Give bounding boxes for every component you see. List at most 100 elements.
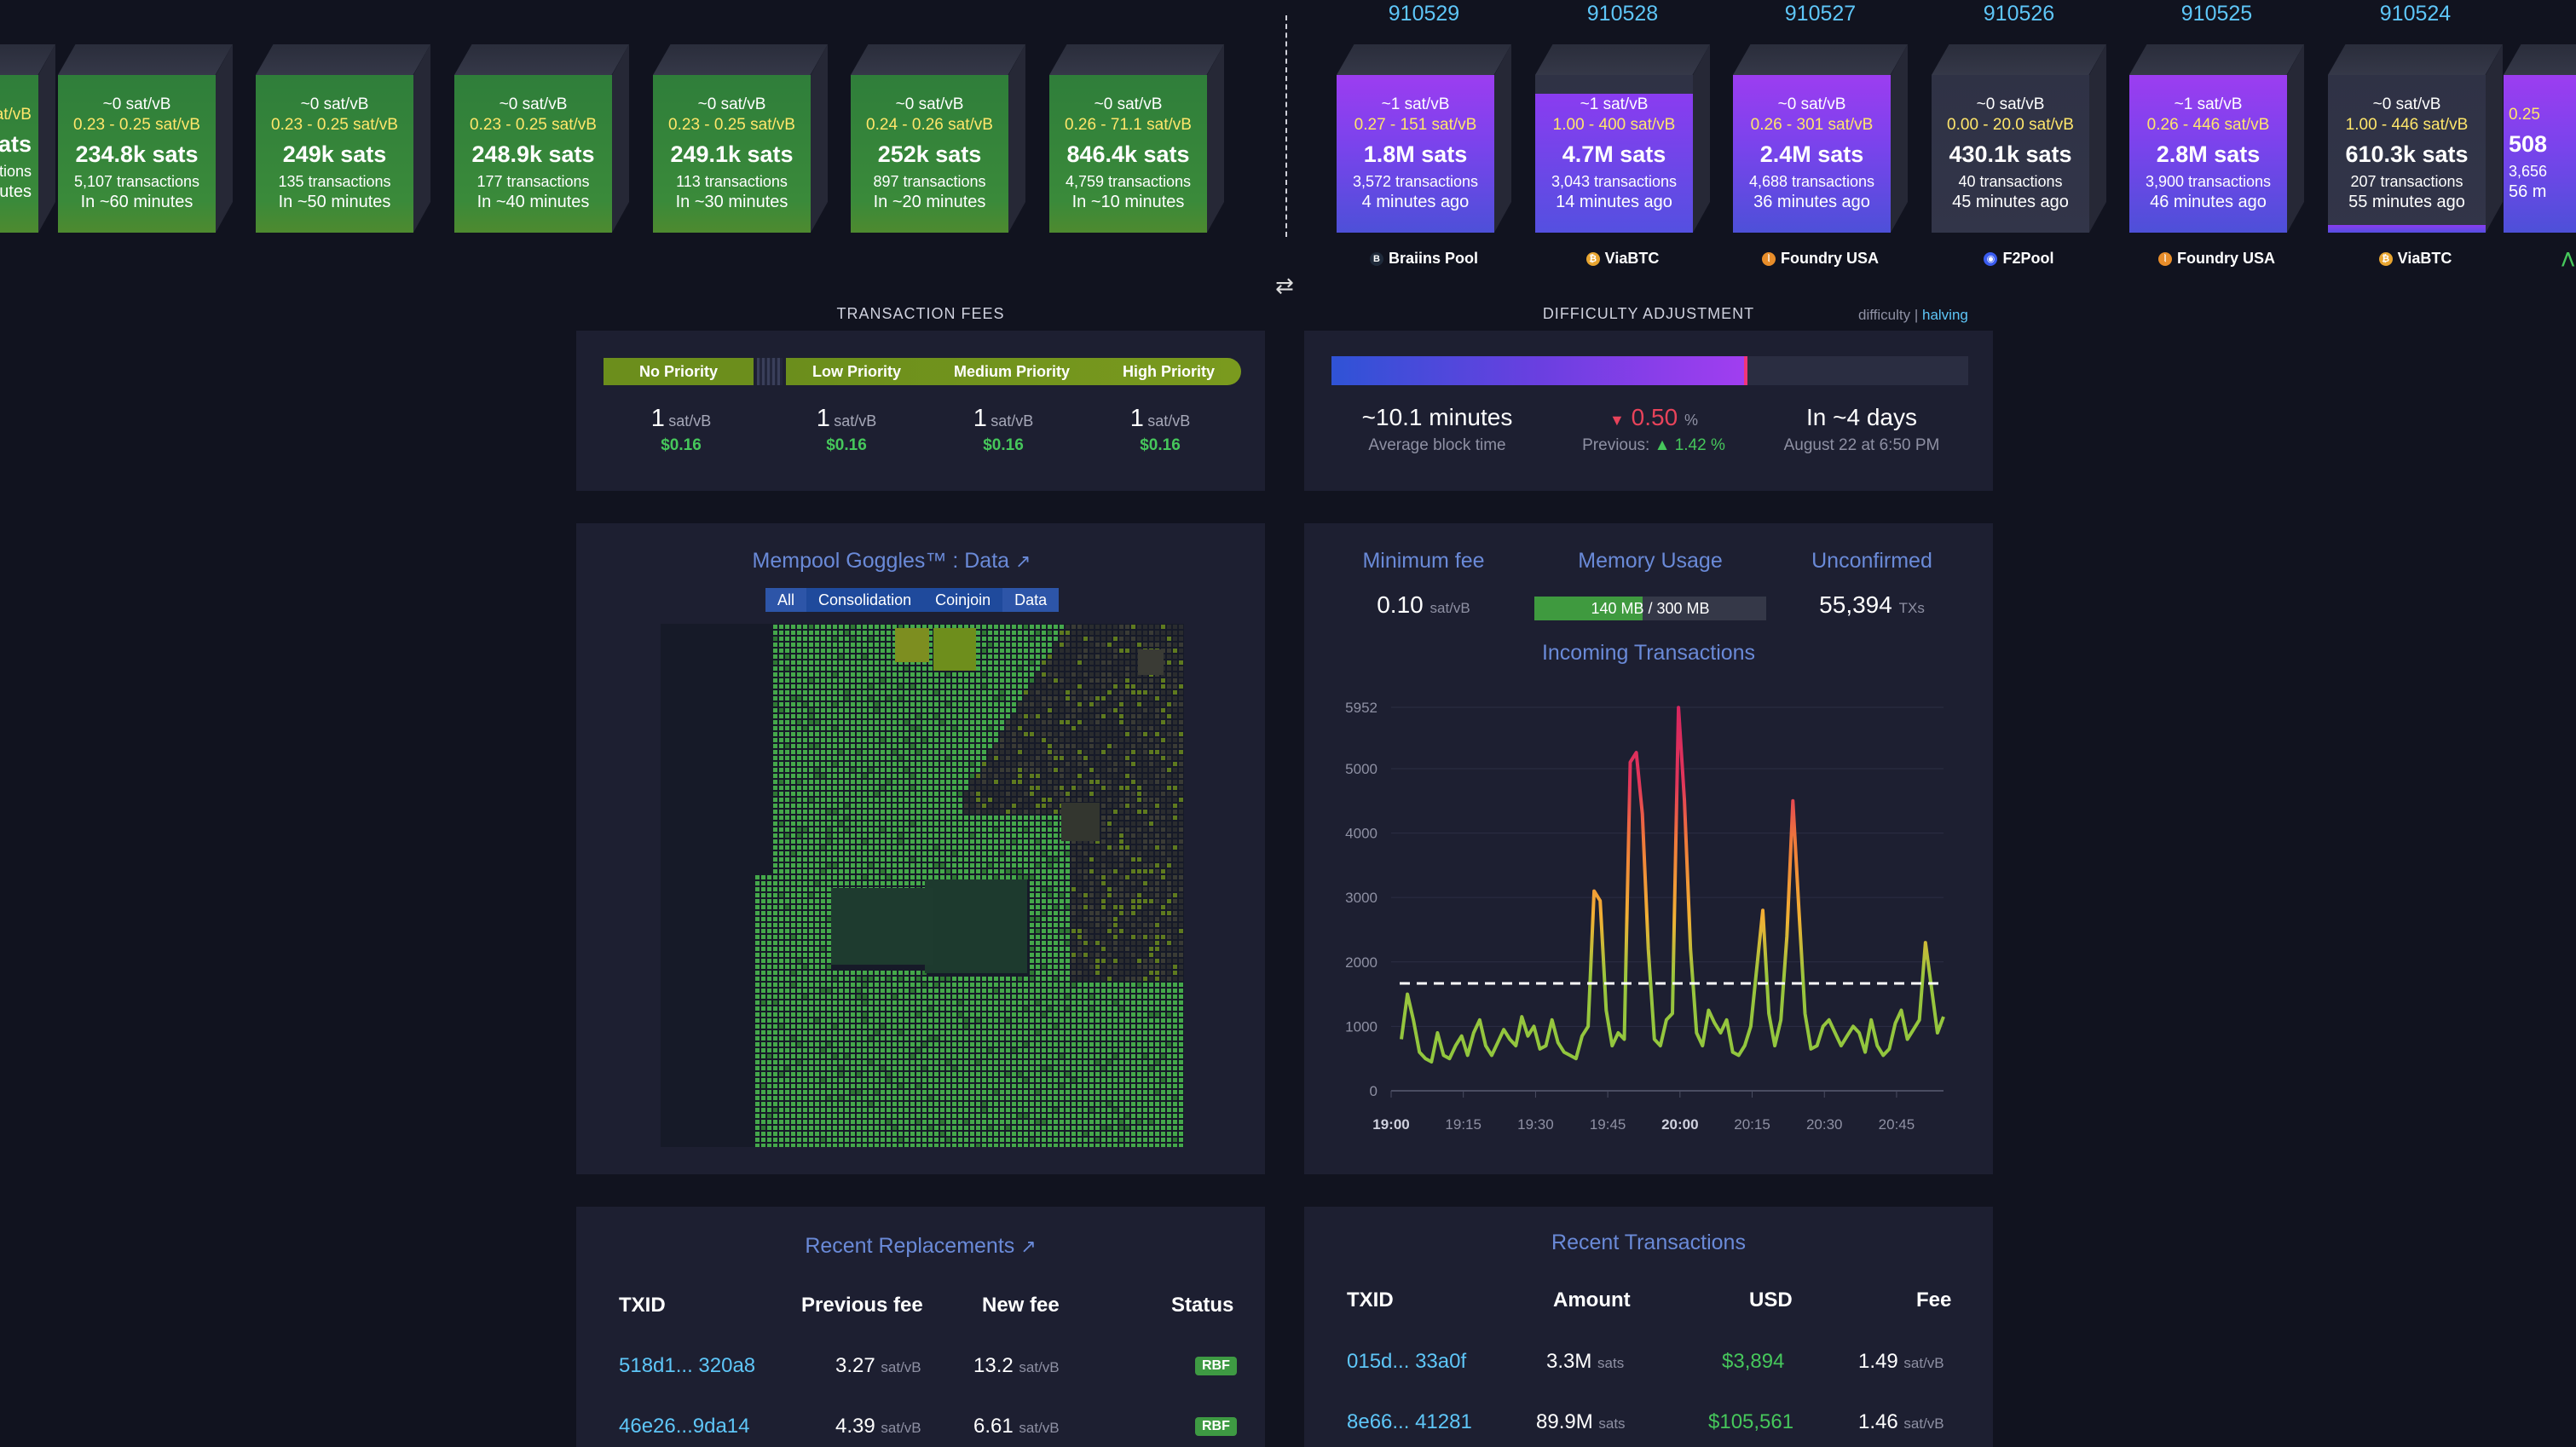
treemap-cell[interactable] (934, 738, 939, 742)
treemap-cell[interactable] (821, 983, 825, 987)
treemap-cell[interactable] (1036, 1048, 1040, 1052)
treemap-cell[interactable] (875, 690, 879, 695)
treemap-cell[interactable] (1113, 971, 1118, 975)
treemap-cell[interactable] (1089, 1000, 1094, 1005)
treemap-cell[interactable] (1095, 798, 1100, 802)
treemap-cell[interactable] (767, 953, 771, 957)
treemap-cell[interactable] (1167, 714, 1171, 718)
treemap-cell[interactable] (1125, 792, 1129, 796)
treemap-cell[interactable] (910, 983, 915, 987)
treemap-cell[interactable] (1083, 947, 1088, 951)
treemap-cell[interactable] (839, 1030, 843, 1035)
treemap-cell[interactable] (803, 625, 807, 629)
treemap-cell[interactable] (892, 756, 897, 760)
treemap-cell[interactable] (988, 1024, 992, 1029)
treemap-cell[interactable] (1149, 1048, 1153, 1052)
treemap-cell[interactable] (904, 1060, 909, 1064)
treemap-cell[interactable] (1143, 774, 1147, 778)
treemap-cell[interactable] (1173, 637, 1177, 641)
treemap-cell[interactable] (1149, 738, 1153, 742)
treemap-cell[interactable] (1060, 1024, 1064, 1029)
treemap-cell[interactable] (821, 660, 825, 665)
treemap-cell[interactable] (1000, 756, 1004, 760)
treemap-cell[interactable] (958, 810, 962, 814)
treemap-cell[interactable] (1155, 684, 1159, 689)
treemap-cell[interactable] (779, 869, 783, 873)
treemap-cell[interactable] (928, 702, 933, 706)
treemap-cell[interactable] (1125, 672, 1129, 677)
treemap-cell[interactable] (815, 744, 819, 748)
treemap-cell[interactable] (779, 1066, 783, 1070)
treemap-cell[interactable] (1077, 983, 1082, 987)
treemap-cell[interactable] (833, 1012, 837, 1017)
treemap-cell[interactable] (910, 786, 915, 790)
treemap-cell[interactable] (869, 845, 873, 850)
treemap-cell[interactable] (863, 654, 867, 659)
treemap-cell[interactable] (976, 625, 980, 629)
treemap-cell[interactable] (1000, 625, 1004, 629)
treemap-cell[interactable] (1071, 1024, 1076, 1029)
treemap-cell[interactable] (952, 774, 956, 778)
treemap-cell[interactable] (1095, 637, 1100, 641)
treemap-cell[interactable] (1066, 875, 1070, 879)
treemap-cell[interactable] (994, 1024, 998, 1029)
treemap-cell[interactable] (970, 708, 974, 712)
treemap-cell[interactable] (1066, 726, 1070, 730)
treemap-cell[interactable] (851, 816, 855, 820)
treemap-cell[interactable] (1054, 750, 1058, 754)
treemap-cell[interactable] (898, 989, 903, 993)
treemap-cell[interactable] (881, 643, 885, 647)
treemap-cell[interactable] (940, 857, 944, 862)
treemap-cell[interactable] (976, 637, 980, 641)
treemap-cell[interactable] (892, 654, 897, 659)
treemap-cell[interactable] (869, 654, 873, 659)
treemap-cell[interactable] (946, 672, 950, 677)
treemap-cell[interactable] (1149, 696, 1153, 700)
treemap-cell[interactable] (809, 1030, 813, 1035)
treemap-cell[interactable] (982, 672, 986, 677)
treemap-cell[interactable] (1083, 851, 1088, 856)
treemap-cell[interactable] (1077, 1018, 1082, 1023)
treemap-cell[interactable] (1024, 637, 1028, 641)
treemap-cell[interactable] (1012, 833, 1016, 838)
treemap-cell[interactable] (1077, 702, 1082, 706)
treemap-cell[interactable] (1101, 887, 1106, 891)
treemap-cell[interactable] (1071, 780, 1076, 784)
treemap-cell[interactable] (1179, 833, 1183, 838)
treemap-cell[interactable] (1179, 786, 1183, 790)
treemap-cell[interactable] (994, 762, 998, 766)
treemap-cell[interactable] (904, 1018, 909, 1023)
treemap-cell[interactable] (821, 1066, 825, 1070)
treemap-cell[interactable] (821, 810, 825, 814)
treemap-cell[interactable] (1137, 702, 1141, 706)
treemap-cell[interactable] (869, 684, 873, 689)
treemap-cell[interactable] (833, 631, 837, 635)
treemap-cell[interactable] (988, 977, 992, 981)
treemap-cell[interactable] (1000, 1066, 1004, 1070)
treemap-cell[interactable] (1042, 654, 1046, 659)
treemap-cell[interactable] (1048, 1060, 1052, 1064)
treemap-cell[interactable] (1012, 1024, 1016, 1029)
treemap-cell[interactable] (976, 696, 980, 700)
treemap-cell[interactable] (1042, 827, 1046, 832)
treemap-cell[interactable] (1125, 977, 1129, 981)
treemap-cell[interactable] (970, 875, 974, 879)
treemap-cell[interactable] (1024, 690, 1028, 695)
treemap-cell[interactable] (1083, 643, 1088, 647)
treemap-cell[interactable] (1101, 666, 1106, 671)
mined-block-partial[interactable]: 91 0.25 508 3,656 56 m ⋀ (2504, 44, 2576, 267)
treemap-cell[interactable] (1054, 1012, 1058, 1017)
treemap-cell[interactable] (970, 738, 974, 742)
treemap-cell[interactable] (1113, 863, 1118, 868)
goggles-title[interactable]: Mempool Goggles™ : Data ↗ (576, 549, 1207, 574)
treemap-cell[interactable] (1042, 953, 1046, 957)
treemap-cell[interactable] (1179, 1000, 1183, 1005)
treemap-cell[interactable] (1143, 875, 1147, 879)
treemap-cell[interactable] (815, 887, 819, 891)
treemap-cell[interactable] (1167, 887, 1171, 891)
treemap-cell[interactable] (785, 1066, 789, 1070)
treemap-cell[interactable] (809, 977, 813, 981)
treemap-cell[interactable] (1125, 774, 1129, 778)
treemap-cell[interactable] (809, 774, 813, 778)
treemap-cell[interactable] (1030, 833, 1034, 838)
